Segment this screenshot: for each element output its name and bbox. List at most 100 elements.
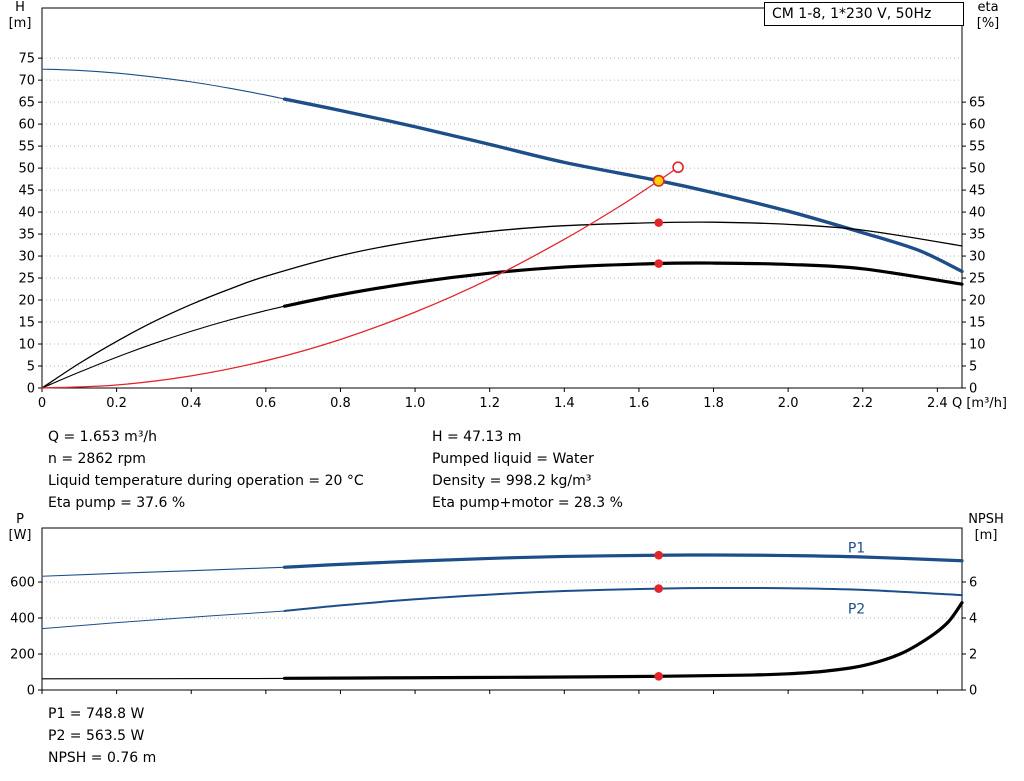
pump-type-label: CM 1-8, 1*230 V, 50Hz [772, 6, 932, 22]
p2-dot [654, 584, 663, 593]
svg-text:1.2: 1.2 [479, 396, 500, 411]
svg-text:600: 600 [10, 576, 35, 591]
svg-text:Q [m³/h]: Q [m³/h] [952, 396, 1007, 411]
svg-text:0.8: 0.8 [330, 396, 351, 411]
svg-text:60: 60 [18, 118, 35, 133]
info-line-eta-pump: Eta pump = 37.6 % [48, 495, 186, 511]
svg-text:1.4: 1.4 [554, 396, 575, 411]
duty-info-block: Q = 1.653 m³/h n = 2862 rpm Liquid tempe… [48, 426, 623, 514]
p1-curve [282, 553, 964, 569]
info-line-npsh: NPSH = 0.76 m [48, 750, 157, 766]
info-line-liquid: Pumped liquid = Water [432, 451, 594, 467]
svg-text:20: 20 [18, 294, 35, 309]
svg-text:1.6: 1.6 [629, 396, 650, 411]
svg-text:40: 40 [18, 206, 35, 221]
svg-text:0.4: 0.4 [181, 396, 202, 411]
p-axis-title: P [W] [2, 512, 38, 544]
svg-text:45: 45 [969, 184, 986, 199]
eta-pump-motor-curve [282, 261, 964, 308]
info-line-p1: P1 = 748.8 W [48, 706, 145, 722]
svg-text:30: 30 [18, 250, 35, 265]
p1-dot [654, 550, 663, 560]
rated-duty-ring [672, 161, 684, 174]
p2-lead [41, 610, 285, 630]
p-axis-unit: [W] [8, 528, 32, 543]
system-curve [41, 166, 679, 389]
info-line-temperature: Liquid temperature during operation = 20… [48, 473, 364, 489]
svg-text:40: 40 [969, 206, 986, 221]
info-line-density: Density = 998.2 kg/m³ [432, 473, 592, 489]
svg-text:25: 25 [18, 272, 35, 287]
svg-text:55: 55 [18, 140, 35, 155]
svg-text:0: 0 [27, 684, 35, 699]
svg-text:20: 20 [969, 294, 986, 309]
svg-text:10: 10 [969, 338, 986, 353]
svg-text:200: 200 [10, 648, 35, 663]
eta-axis-unit: [%] [976, 16, 1000, 31]
npsh-dot [654, 672, 663, 681]
svg-text:15: 15 [18, 316, 35, 331]
npsh-axis-symbol: NPSH [968, 512, 1004, 527]
eta-pump-motor-lead [41, 305, 286, 389]
info-line-q: Q = 1.653 m³/h [48, 429, 158, 445]
h-axis-unit: [m] [8, 16, 32, 31]
power-npsh-chart: 0 200 400 600 0 2 4 6 P1 P2 [10, 527, 977, 699]
svg-text:0.2: 0.2 [106, 396, 127, 411]
svg-text:35: 35 [18, 228, 35, 243]
qh-eta-chart: 0 5 10 15 20 25 30 35 40 45 50 55 60 65 70 75 0 5 10 15 20 25… [18, 7, 1007, 411]
svg-text:5: 5 [27, 360, 35, 375]
svg-text:4: 4 [969, 612, 977, 627]
npsh-axis-title: NPSH [m] [958, 512, 1014, 544]
eta-pump-dot [654, 218, 663, 227]
svg-text:35: 35 [969, 228, 986, 243]
svg-text:70: 70 [18, 74, 35, 89]
svg-text:2.2: 2.2 [852, 396, 873, 411]
info-line-eta-total: Eta pump+motor = 28.3 % [432, 495, 623, 511]
svg-text:5: 5 [969, 360, 977, 375]
svg-text:6: 6 [969, 576, 977, 591]
svg-text:0: 0 [969, 382, 977, 397]
svg-text:0: 0 [969, 684, 977, 699]
svg-text:400: 400 [10, 612, 35, 627]
h-axis-title: H [m] [2, 0, 38, 32]
svg-text:65: 65 [18, 96, 35, 111]
pump-type-box: CM 1-8, 1*230 V, 50Hz [764, 2, 964, 26]
svg-text:15: 15 [969, 316, 986, 331]
svg-text:1.0: 1.0 [405, 396, 426, 411]
svg-text:2.4: 2.4 [927, 396, 948, 411]
eta-pump-curve [41, 221, 963, 389]
svg-text:2.0: 2.0 [778, 396, 799, 411]
npsh-curve [282, 601, 964, 680]
duty-info-left-column: Q = 1.653 m³/h n = 2862 rpm Liquid tempe… [48, 426, 432, 514]
p2-curve [283, 586, 963, 612]
svg-text:0.6: 0.6 [256, 396, 277, 411]
svg-text:50: 50 [969, 162, 986, 177]
svg-text:1.8: 1.8 [703, 396, 724, 411]
eta-pump-motor-dot [654, 259, 663, 268]
p1-lead [41, 566, 286, 577]
info-line-head: H = 47.13 m [432, 429, 522, 445]
power-info-block: P1 = 748.8 W P2 = 563.5 W NPSH = 0.76 m [48, 703, 156, 769]
npsh-axis-unit: [m] [974, 528, 998, 543]
svg-text:65: 65 [969, 96, 986, 111]
svg-text:75: 75 [18, 52, 35, 67]
svg-text:25: 25 [969, 272, 986, 287]
svg-text:2: 2 [969, 648, 977, 663]
svg-text:10: 10 [18, 338, 35, 353]
duty-info-right-column: H = 47.13 m Pumped liquid = Water Densit… [432, 426, 623, 514]
svg-text:45: 45 [18, 184, 35, 199]
p2-label: P2 [848, 602, 865, 618]
info-line-speed: n = 2862 rpm [48, 451, 146, 467]
svg-text:50: 50 [18, 162, 35, 177]
qh-curve-lead [41, 68, 286, 100]
svg-text:0: 0 [27, 382, 35, 397]
svg-text:0: 0 [38, 396, 46, 411]
operating-point [652, 174, 665, 187]
svg-text:60: 60 [969, 118, 986, 133]
eta-axis-symbol: eta [977, 0, 999, 15]
p1-label: P1 [848, 540, 865, 556]
svg-text:30: 30 [969, 250, 986, 265]
p-axis-symbol: P [16, 512, 24, 527]
